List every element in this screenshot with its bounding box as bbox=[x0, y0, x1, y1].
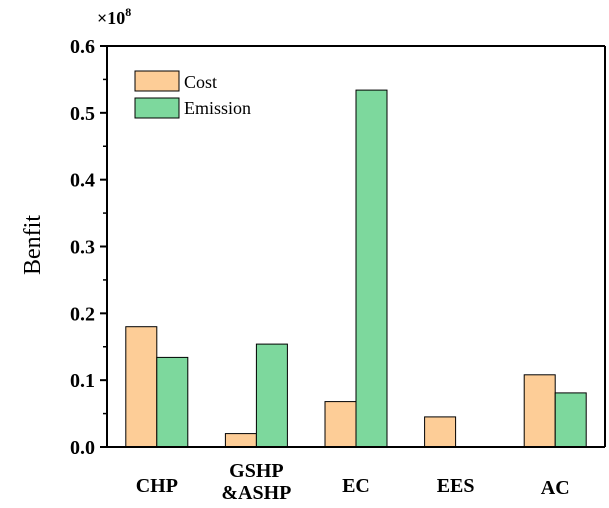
y-axis-title: Benfit bbox=[20, 215, 46, 275]
y-tick-label-5: 0.5 bbox=[70, 103, 95, 125]
y-ticks-group: 0.0 0.1 0.2 0.3 0.4 0.5 0.6 bbox=[70, 36, 107, 459]
bar-cost-4 bbox=[523, 374, 556, 448]
legend-label-emission: Emission bbox=[184, 98, 251, 118]
bars-group bbox=[125, 89, 587, 448]
bar-emission-2 bbox=[355, 89, 388, 448]
y-tick-label-1: 0.1 bbox=[70, 370, 95, 392]
legend-swatch-emission bbox=[134, 97, 180, 119]
bar-emission-0 bbox=[156, 356, 189, 448]
bar-emission-4 bbox=[554, 392, 587, 448]
x-category-label-1: GSHP bbox=[229, 460, 283, 482]
x-category-label-4: AC bbox=[541, 477, 570, 499]
x-category-label-3: EES bbox=[437, 475, 475, 497]
bar-cost-1 bbox=[224, 433, 257, 448]
legend-label-cost: Cost bbox=[184, 72, 217, 92]
x-category-label-0: CHP bbox=[136, 475, 178, 497]
x-category-label-2: EC bbox=[342, 475, 370, 497]
category-labels-group: CHP GSHP&ASHP EC EES AC bbox=[136, 460, 570, 504]
y-tick-label-4: 0.4 bbox=[70, 170, 95, 192]
bar-cost-3 bbox=[424, 416, 457, 448]
y-tick-label-0: 0.0 bbox=[70, 437, 95, 459]
y-tick-label-3: 0.3 bbox=[70, 237, 95, 259]
bar-cost-0 bbox=[125, 326, 158, 448]
y-tick-label-2: 0.2 bbox=[70, 303, 95, 325]
x-category-label-1-line2: &ASHP bbox=[221, 482, 291, 504]
bar-cost-2 bbox=[324, 401, 357, 448]
legend: Cost Emission bbox=[134, 70, 251, 119]
legend-swatch-cost bbox=[134, 70, 180, 92]
y-axis-multiplier: ×108 bbox=[97, 5, 131, 28]
y-tick-label-6: 0.6 bbox=[70, 36, 95, 58]
bar-emission-1 bbox=[255, 343, 288, 448]
